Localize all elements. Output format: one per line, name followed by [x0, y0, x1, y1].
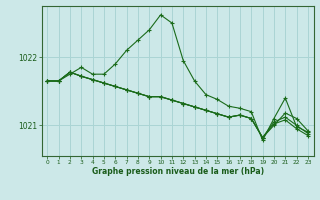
X-axis label: Graphe pression niveau de la mer (hPa): Graphe pression niveau de la mer (hPa) — [92, 167, 264, 176]
